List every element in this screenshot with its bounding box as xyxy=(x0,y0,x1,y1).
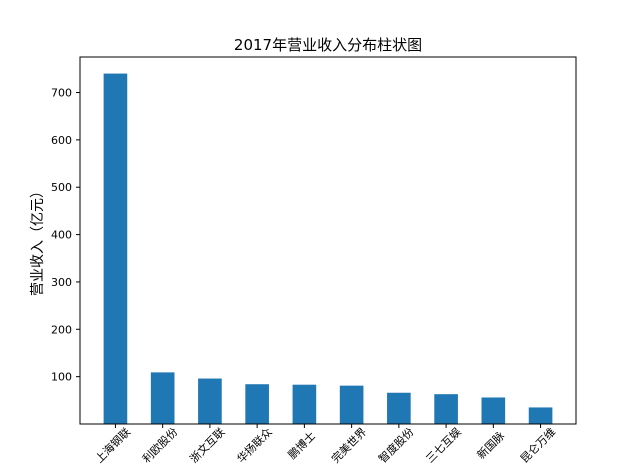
plot-frame xyxy=(79,56,577,425)
x-tick-label: 智度股份 xyxy=(376,425,417,466)
bar-1 xyxy=(150,372,175,424)
bar-8 xyxy=(481,397,506,424)
x-tick-label: 新国脉 xyxy=(474,429,507,462)
x-tick-label: 昆仑万维 xyxy=(517,425,558,466)
bar-0 xyxy=(103,73,128,424)
y-tick-label: 200 xyxy=(51,323,72,336)
x-tick-label: 鹏博士 xyxy=(286,429,319,462)
x-tick-label: 完美世界 xyxy=(328,425,369,466)
y-tick-label: 500 xyxy=(51,181,72,194)
y-tick-label: 600 xyxy=(51,134,72,147)
chart-title: 2017年营业收入分布柱状图 xyxy=(234,36,422,54)
bar-6 xyxy=(387,392,411,424)
x-tick-label: 上海钢联 xyxy=(92,425,133,466)
x-tick-label: 利欧股份 xyxy=(140,425,180,465)
y-axis-label: 营业收入（亿元） xyxy=(30,184,46,296)
x-tick-label: 浙文互联 xyxy=(187,425,228,466)
bar-2 xyxy=(198,378,222,424)
x-tick-label: 三七互娱 xyxy=(423,425,464,466)
bar-9 xyxy=(528,407,553,424)
bars-group xyxy=(103,73,553,424)
bar-3 xyxy=(245,384,269,424)
y-tick-label: 100 xyxy=(51,371,72,384)
bar-5 xyxy=(339,385,364,424)
y-tick-label: 300 xyxy=(51,276,72,289)
y-tick-label: 400 xyxy=(51,229,72,242)
x-tick-label: 华扬联众 xyxy=(234,425,275,466)
bar-4 xyxy=(292,384,317,424)
bar-7 xyxy=(434,394,458,424)
y-tick-label: 700 xyxy=(51,87,72,100)
x-axis: 上海钢联 利欧股份 浙文互联 华扬联众 鹏博士 完美世界 智度股份 三七互娱 新国脉 昆仑万维 xyxy=(92,424,558,466)
y-axis: 100 200 300 400 500 600 700 xyxy=(51,87,80,384)
